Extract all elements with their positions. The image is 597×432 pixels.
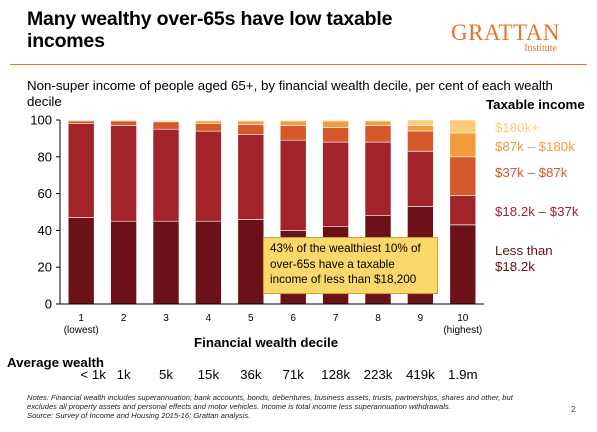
- bar-segment: [407, 151, 434, 207]
- average-wealth-value: 1k: [116, 367, 131, 382]
- bar-segment: [364, 120, 392, 126]
- y-tick-label: 100: [30, 113, 52, 128]
- y-tick-label: 60: [38, 186, 52, 201]
- logo-main-text: GRATTAN: [451, 20, 560, 45]
- bar-segment: [110, 119, 137, 122]
- bar-segment: [110, 125, 137, 222]
- x-tick-label: 3: [163, 313, 169, 324]
- bar-segment: [67, 119, 95, 122]
- bar-segment: [195, 130, 222, 222]
- bar-segment: [195, 123, 222, 132]
- bar-segment: [279, 125, 307, 141]
- bar-segment: [279, 119, 307, 122]
- bar-segment: [364, 125, 392, 143]
- x-tick-label: 8: [375, 313, 381, 324]
- legend-label-180k-plus: $180k+: [495, 120, 539, 135]
- bar-segment: [407, 130, 434, 152]
- grattan-logo: GRATTAN Institute: [451, 20, 560, 54]
- average-wealth-value: 36k: [240, 367, 262, 382]
- bar-segment: [322, 141, 349, 228]
- bar-segment: [449, 119, 477, 134]
- bar-segment: [237, 124, 265, 135]
- bar-segment: [152, 220, 180, 305]
- y-tick-label: 20: [38, 260, 52, 275]
- x-tick-sublabel: (highest): [443, 325, 482, 336]
- bar-segment: [364, 141, 392, 217]
- source-text: Source: Survey of Income and Housing 201…: [27, 411, 251, 420]
- x-axis-title: Financial wealth decile: [194, 335, 339, 350]
- bar-segment: [152, 121, 180, 130]
- page-title: Many wealthy over-65s have low taxable i…: [27, 8, 393, 52]
- bar-segment: [407, 119, 434, 126]
- bar-segment: [364, 119, 392, 122]
- notes-text: Notes: Financial wealth includes superan…: [27, 393, 513, 411]
- bar-segment: [279, 139, 307, 231]
- x-tick-sublabel: (lowest): [64, 325, 99, 336]
- notes: Notes: Financial wealth includes superan…: [27, 393, 542, 420]
- bar-segment: [110, 120, 137, 126]
- page-number: 2: [571, 404, 576, 414]
- title-divider: [10, 64, 587, 65]
- x-tick-label: 9: [418, 313, 424, 324]
- bar-segment: [407, 125, 434, 132]
- bar-segment: [322, 119, 349, 122]
- bar-segment: [237, 119, 265, 122]
- bar-segment: [67, 123, 95, 218]
- average-wealth-value: 71k: [282, 367, 304, 382]
- x-tick-label: 5: [248, 313, 254, 324]
- average-wealth-value: < 1k: [80, 367, 106, 382]
- bar-segment: [110, 220, 137, 305]
- average-wealth-label: Average wealth: [7, 355, 105, 370]
- bar-segment: [237, 134, 265, 220]
- bar-segment: [449, 156, 477, 196]
- x-tick-label: 7: [333, 313, 339, 324]
- y-tick-label: 80: [38, 149, 52, 164]
- bar-segment: [152, 128, 180, 222]
- bar-segment: [279, 120, 307, 126]
- bar-segment: [237, 120, 265, 125]
- legend-label-18k-37k: $18.2k – $37k: [495, 204, 579, 219]
- logo-sub-text: Institute: [524, 43, 557, 54]
- bar-segment: [449, 195, 477, 226]
- bar-segment: [67, 120, 95, 125]
- chart-subtitle: Non-super income of people aged 65+, by …: [27, 78, 553, 109]
- average-wealth-value: 223k: [363, 367, 393, 382]
- bar-segment: [67, 217, 95, 305]
- x-tick-label: 4: [206, 313, 212, 324]
- x-tick-label: 1: [78, 313, 84, 324]
- bar-segment: [322, 120, 349, 128]
- average-wealth-value: 128k: [321, 367, 351, 382]
- bar-segment: [152, 119, 180, 122]
- bar-segment: [237, 219, 265, 305]
- y-tick-label: 40: [38, 223, 52, 238]
- x-tick-label: 2: [121, 313, 127, 324]
- bar-segment: [195, 120, 222, 125]
- average-wealth-value: 419k: [405, 367, 435, 382]
- bar-segment: [449, 132, 477, 158]
- bar-segment: [195, 119, 222, 122]
- average-wealth-value: 1.9m: [448, 367, 478, 382]
- bar-segment: [195, 220, 222, 305]
- y-tick-label: 0: [45, 297, 52, 312]
- average-wealth-value: 15k: [197, 367, 220, 382]
- bar-segment: [322, 127, 349, 143]
- legend-label-37k-87k: $37k – $87k: [495, 165, 568, 180]
- callout-box: 43% of the wealthiest 10% of over-65s ha…: [263, 237, 438, 294]
- legend-title: Taxable income: [486, 97, 585, 112]
- legend-label-less-than-18k: Less than $18.2k: [495, 243, 553, 274]
- average-wealth-value: 5k: [158, 367, 174, 382]
- x-tick-label: 6: [290, 313, 296, 324]
- legend-label-87k-180k: $87k – $180k: [495, 139, 575, 154]
- bar-segment: [449, 224, 477, 305]
- x-tick-label: 10: [457, 313, 469, 324]
